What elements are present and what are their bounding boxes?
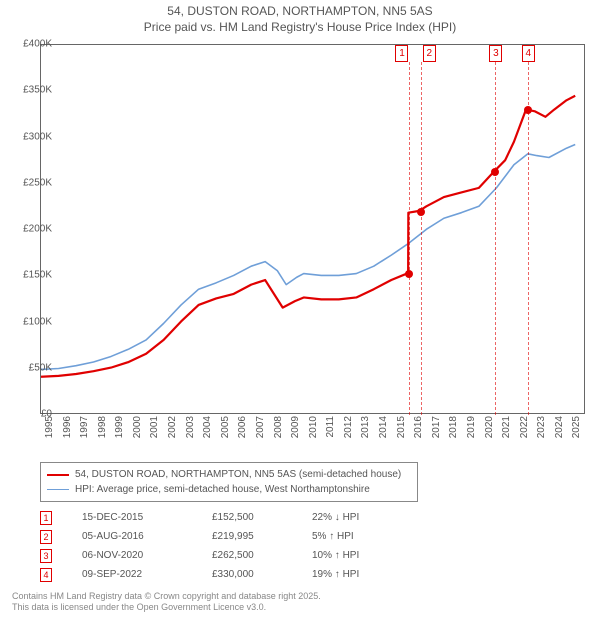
- x-tick-label: 2010: [308, 416, 319, 456]
- x-tick-label: 2021: [501, 416, 512, 456]
- y-tick-label: £200K: [23, 224, 52, 235]
- sale-marker-line: [495, 62, 496, 415]
- footer-line-2: This data is licensed under the Open Gov…: [12, 602, 321, 614]
- x-tick-label: 2025: [571, 416, 582, 456]
- footer: Contains HM Land Registry data © Crown c…: [12, 591, 321, 614]
- legend-swatch-price: [47, 474, 69, 476]
- sale-marker-box: 1: [395, 45, 408, 62]
- x-tick-label: 2022: [519, 416, 530, 456]
- x-tick-label: 2019: [466, 416, 477, 456]
- sale-date: 05-AUG-2016: [82, 531, 212, 542]
- x-tick-label: 2018: [448, 416, 459, 456]
- footer-line-1: Contains HM Land Registry data © Crown c…: [12, 591, 321, 603]
- x-tick-label: 2013: [360, 416, 371, 456]
- x-tick-label: 1997: [79, 416, 90, 456]
- x-tick-label: 2006: [237, 416, 248, 456]
- x-tick-label: 2015: [396, 416, 407, 456]
- y-tick-label: £300K: [23, 131, 52, 142]
- x-tick-label: 1995: [44, 416, 55, 456]
- legend-row-hpi: HPI: Average price, semi-detached house,…: [47, 482, 411, 497]
- x-tick-label: 2007: [255, 416, 266, 456]
- legend: 54, DUSTON ROAD, NORTHAMPTON, NN5 5AS (s…: [40, 462, 418, 502]
- x-tick-label: 1996: [62, 416, 73, 456]
- x-tick-label: 2000: [132, 416, 143, 456]
- x-tick-label: 2001: [149, 416, 160, 456]
- chart-area: 12 3 4: [40, 44, 585, 414]
- sale-marker-box: 2: [423, 45, 436, 62]
- sale-marker-line: [528, 62, 529, 415]
- sale-num-box: 3: [40, 549, 52, 563]
- sale-num-box: 1: [40, 511, 52, 525]
- x-tick-label: 2017: [431, 416, 442, 456]
- legend-swatch-hpi: [47, 489, 69, 490]
- sale-marker-line: [409, 62, 410, 415]
- x-tick-label: 2005: [220, 416, 231, 456]
- x-tick-label: 1999: [114, 416, 125, 456]
- x-tick-label: 2002: [167, 416, 178, 456]
- sale-diff: 19% ↑ HPI: [312, 569, 412, 580]
- titles: 54, DUSTON ROAD, NORTHAMPTON, NN5 5AS Pr…: [0, 0, 600, 35]
- sale-diff: 5% ↑ HPI: [312, 531, 412, 542]
- title-line-1: 54, DUSTON ROAD, NORTHAMPTON, NN5 5AS: [0, 4, 600, 20]
- x-tick-label: 2016: [413, 416, 424, 456]
- plot-svg: [41, 45, 584, 414]
- x-tick-label: 2012: [343, 416, 354, 456]
- x-tick-label: 2020: [484, 416, 495, 456]
- sale-marker-box: 3: [489, 45, 502, 62]
- sale-price: £330,000: [212, 569, 312, 580]
- y-tick-label: £250K: [23, 177, 52, 188]
- sale-diff: 22% ↓ HPI: [312, 512, 412, 523]
- sale-price: £152,500: [212, 512, 312, 523]
- sale-marker-box: 4: [522, 45, 535, 62]
- sales-row: 3 06-NOV-2020£262,50010% ↑ HPI: [40, 546, 412, 565]
- y-tick-label: £150K: [23, 270, 52, 281]
- sales-row: 4 09-SEP-2022£330,00019% ↑ HPI: [40, 565, 412, 584]
- sale-dot: [417, 208, 425, 216]
- sale-marker-line: [421, 62, 422, 415]
- sale-dot: [524, 106, 532, 114]
- x-tick-label: 2014: [378, 416, 389, 456]
- x-tick-label: 2009: [290, 416, 301, 456]
- y-tick-label: £100K: [23, 316, 52, 327]
- sale-date: 06-NOV-2020: [82, 550, 212, 561]
- chart-container: 54, DUSTON ROAD, NORTHAMPTON, NN5 5AS Pr…: [0, 0, 600, 620]
- x-tick-label: 1998: [97, 416, 108, 456]
- sale-num-box: 4: [40, 568, 52, 582]
- sale-dot: [491, 168, 499, 176]
- sale-price: £219,995: [212, 531, 312, 542]
- sale-date: 15-DEC-2015: [82, 512, 212, 523]
- x-tick-label: 2011: [325, 416, 336, 456]
- legend-label-hpi: HPI: Average price, semi-detached house,…: [75, 482, 370, 497]
- legend-label-price: 54, DUSTON ROAD, NORTHAMPTON, NN5 5AS (s…: [75, 467, 401, 482]
- y-tick-label: £400K: [23, 39, 52, 50]
- x-tick-label: 2023: [536, 416, 547, 456]
- sales-row: 2 05-AUG-2016£219,9955% ↑ HPI: [40, 527, 412, 546]
- y-tick-label: £50K: [29, 362, 52, 373]
- sales-row: 1 15-DEC-2015£152,50022% ↓ HPI: [40, 508, 412, 527]
- x-tick-label: 2024: [554, 416, 565, 456]
- x-tick-label: 2003: [185, 416, 196, 456]
- title-line-2: Price paid vs. HM Land Registry's House …: [0, 20, 600, 36]
- legend-row-price: 54, DUSTON ROAD, NORTHAMPTON, NN5 5AS (s…: [47, 467, 411, 482]
- sale-date: 09-SEP-2022: [82, 569, 212, 580]
- x-tick-label: 2004: [202, 416, 213, 456]
- y-tick-label: £350K: [23, 85, 52, 96]
- sale-num-box: 2: [40, 530, 52, 544]
- sale-price: £262,500: [212, 550, 312, 561]
- x-tick-label: 2008: [273, 416, 284, 456]
- sale-diff: 10% ↑ HPI: [312, 550, 412, 561]
- sale-dot: [405, 270, 413, 278]
- sales-table: 1 15-DEC-2015£152,50022% ↓ HPI 2 05-AUG-201…: [40, 508, 412, 584]
